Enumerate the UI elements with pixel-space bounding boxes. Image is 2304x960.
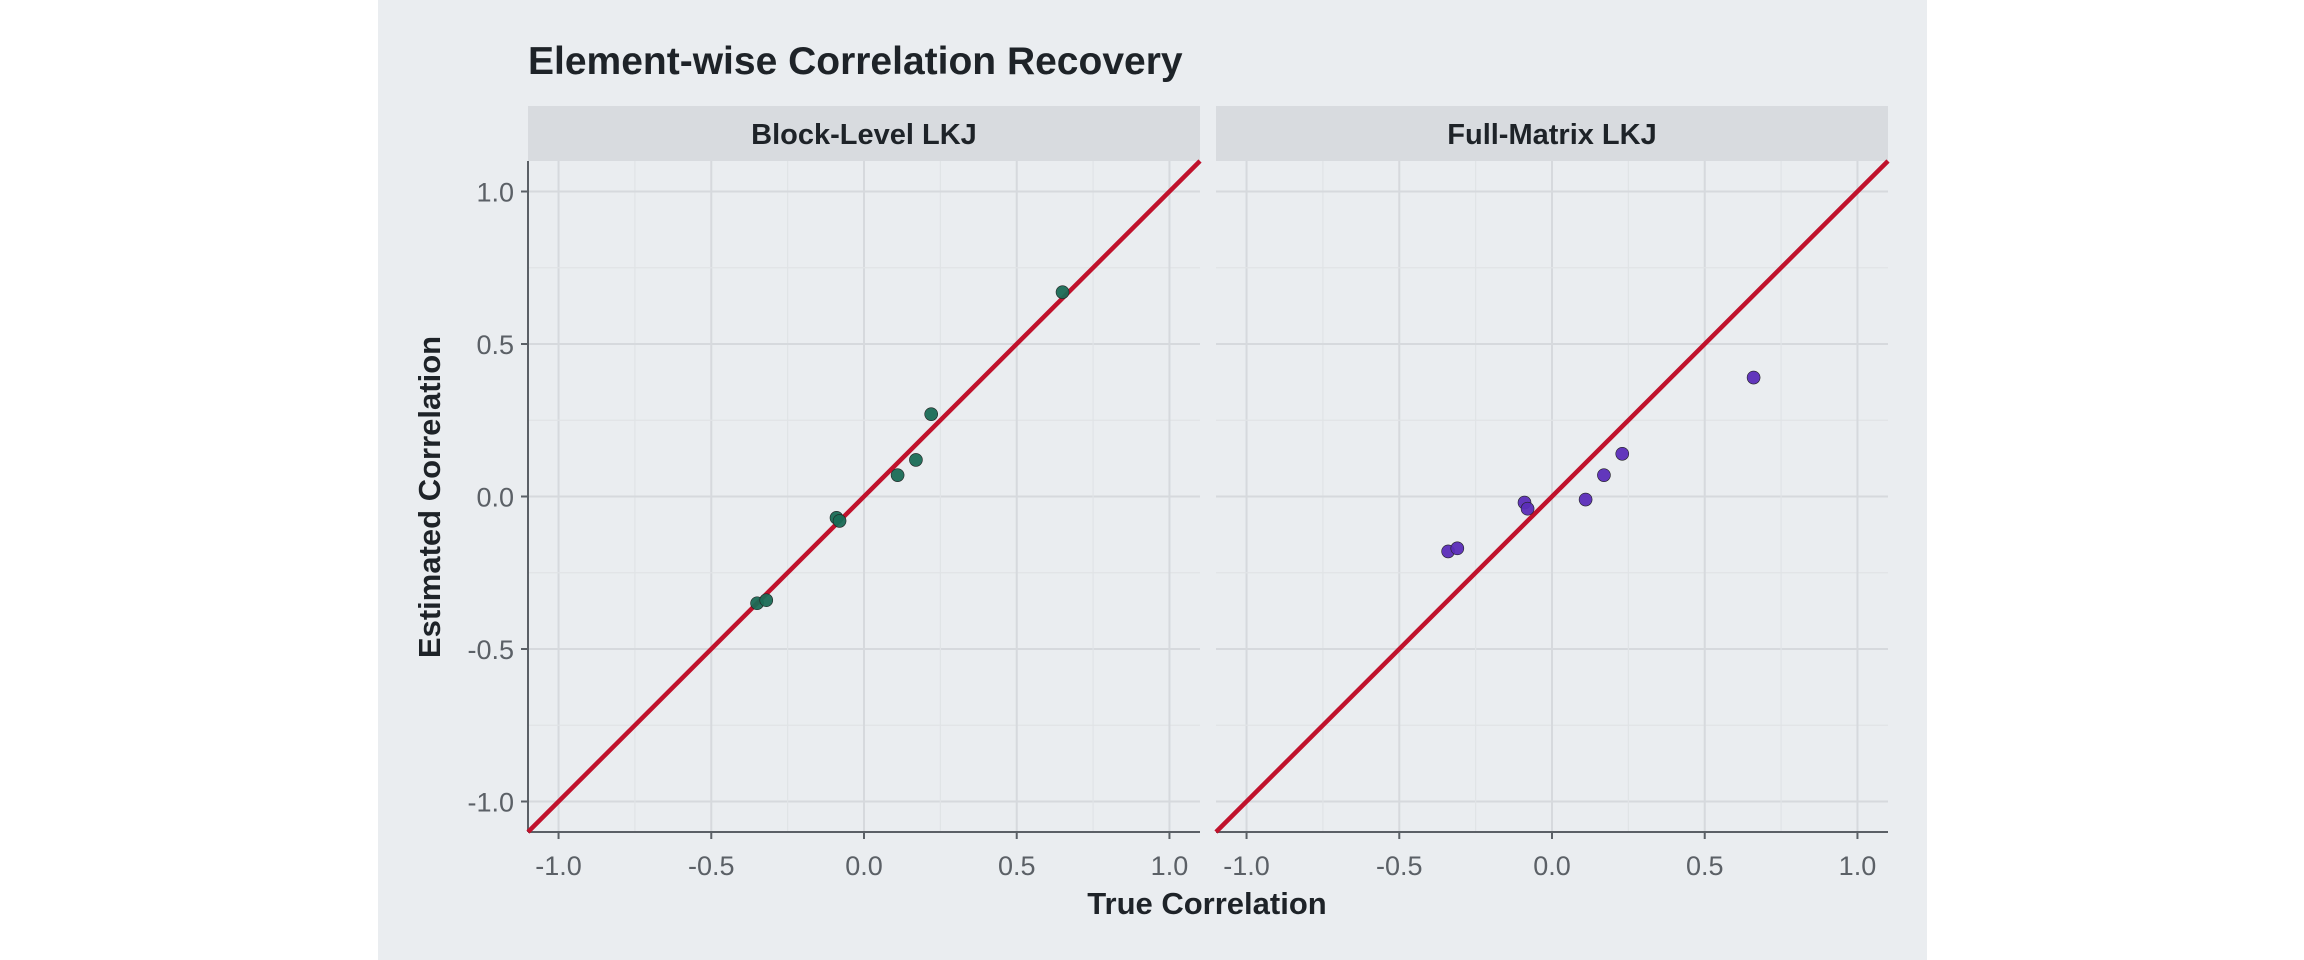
facet-panel-2: Full-Matrix LKJ -1.0 -0.5 0.0 0.5 1.0 <box>1214 106 1890 881</box>
data-point <box>924 407 939 421</box>
x-tick-label: 0.0 <box>1533 851 1571 881</box>
chart-figure: Element-wise Correlation Recovery Block-… <box>378 0 1927 960</box>
identity-reference-line <box>1214 159 1890 834</box>
facet-strip <box>1216 106 1888 161</box>
x-tick-label: 0.5 <box>998 851 1036 881</box>
facet-panel-1: Block-Level LKJ -1.0 -0.5 0.0 0.5 1.0 -1.0 -0.5… <box>467 106 1202 881</box>
y-tick-label: -0.5 <box>467 635 514 665</box>
data-point <box>1597 468 1611 482</box>
x-tick-label: 0.5 <box>1686 851 1724 881</box>
data-point <box>832 514 847 528</box>
x-tick-label: -1.0 <box>1223 851 1270 881</box>
data-point <box>1055 285 1070 299</box>
chart-title: Element-wise Correlation Recovery <box>528 40 1183 83</box>
y-tick-label: -1.0 <box>467 788 514 818</box>
facet-strip-label: Block-Level LKJ <box>751 119 977 151</box>
y-axis-title: Estimated Correlation <box>412 336 447 658</box>
y-tick-label: 0.0 <box>476 483 514 513</box>
x-tick-label: -1.0 <box>535 851 582 881</box>
chart-canvas: Element-wise Correlation Recovery Block-… <box>412 40 1890 921</box>
x-tick-label: -0.5 <box>688 851 735 881</box>
data-point <box>1520 501 1535 516</box>
data-point <box>1615 446 1630 461</box>
x-tick-label: -0.5 <box>1376 851 1423 881</box>
data-point <box>909 453 923 467</box>
data-point <box>890 468 905 482</box>
identity-reference-line <box>526 159 1202 834</box>
y-tick-label: 0.5 <box>476 330 514 360</box>
data-point <box>759 593 774 608</box>
y-tick-label: 1.0 <box>476 178 514 208</box>
facet-panels: Block-Level LKJ -1.0 -0.5 0.0 0.5 1.0 -1.0 -0.5… <box>467 106 1890 881</box>
data-point <box>1578 492 1593 507</box>
x-tick-label: 1.0 <box>1839 851 1877 881</box>
x-tick-label: 1.0 <box>1151 851 1189 881</box>
x-tick-label: 0.0 <box>845 851 883 881</box>
facet-strip-label: Full-Matrix LKJ <box>1447 119 1656 151</box>
data-point <box>1450 541 1465 556</box>
facet-strip <box>528 106 1200 161</box>
data-point <box>1746 370 1761 385</box>
x-axis-title: True Correlation <box>1087 886 1326 921</box>
